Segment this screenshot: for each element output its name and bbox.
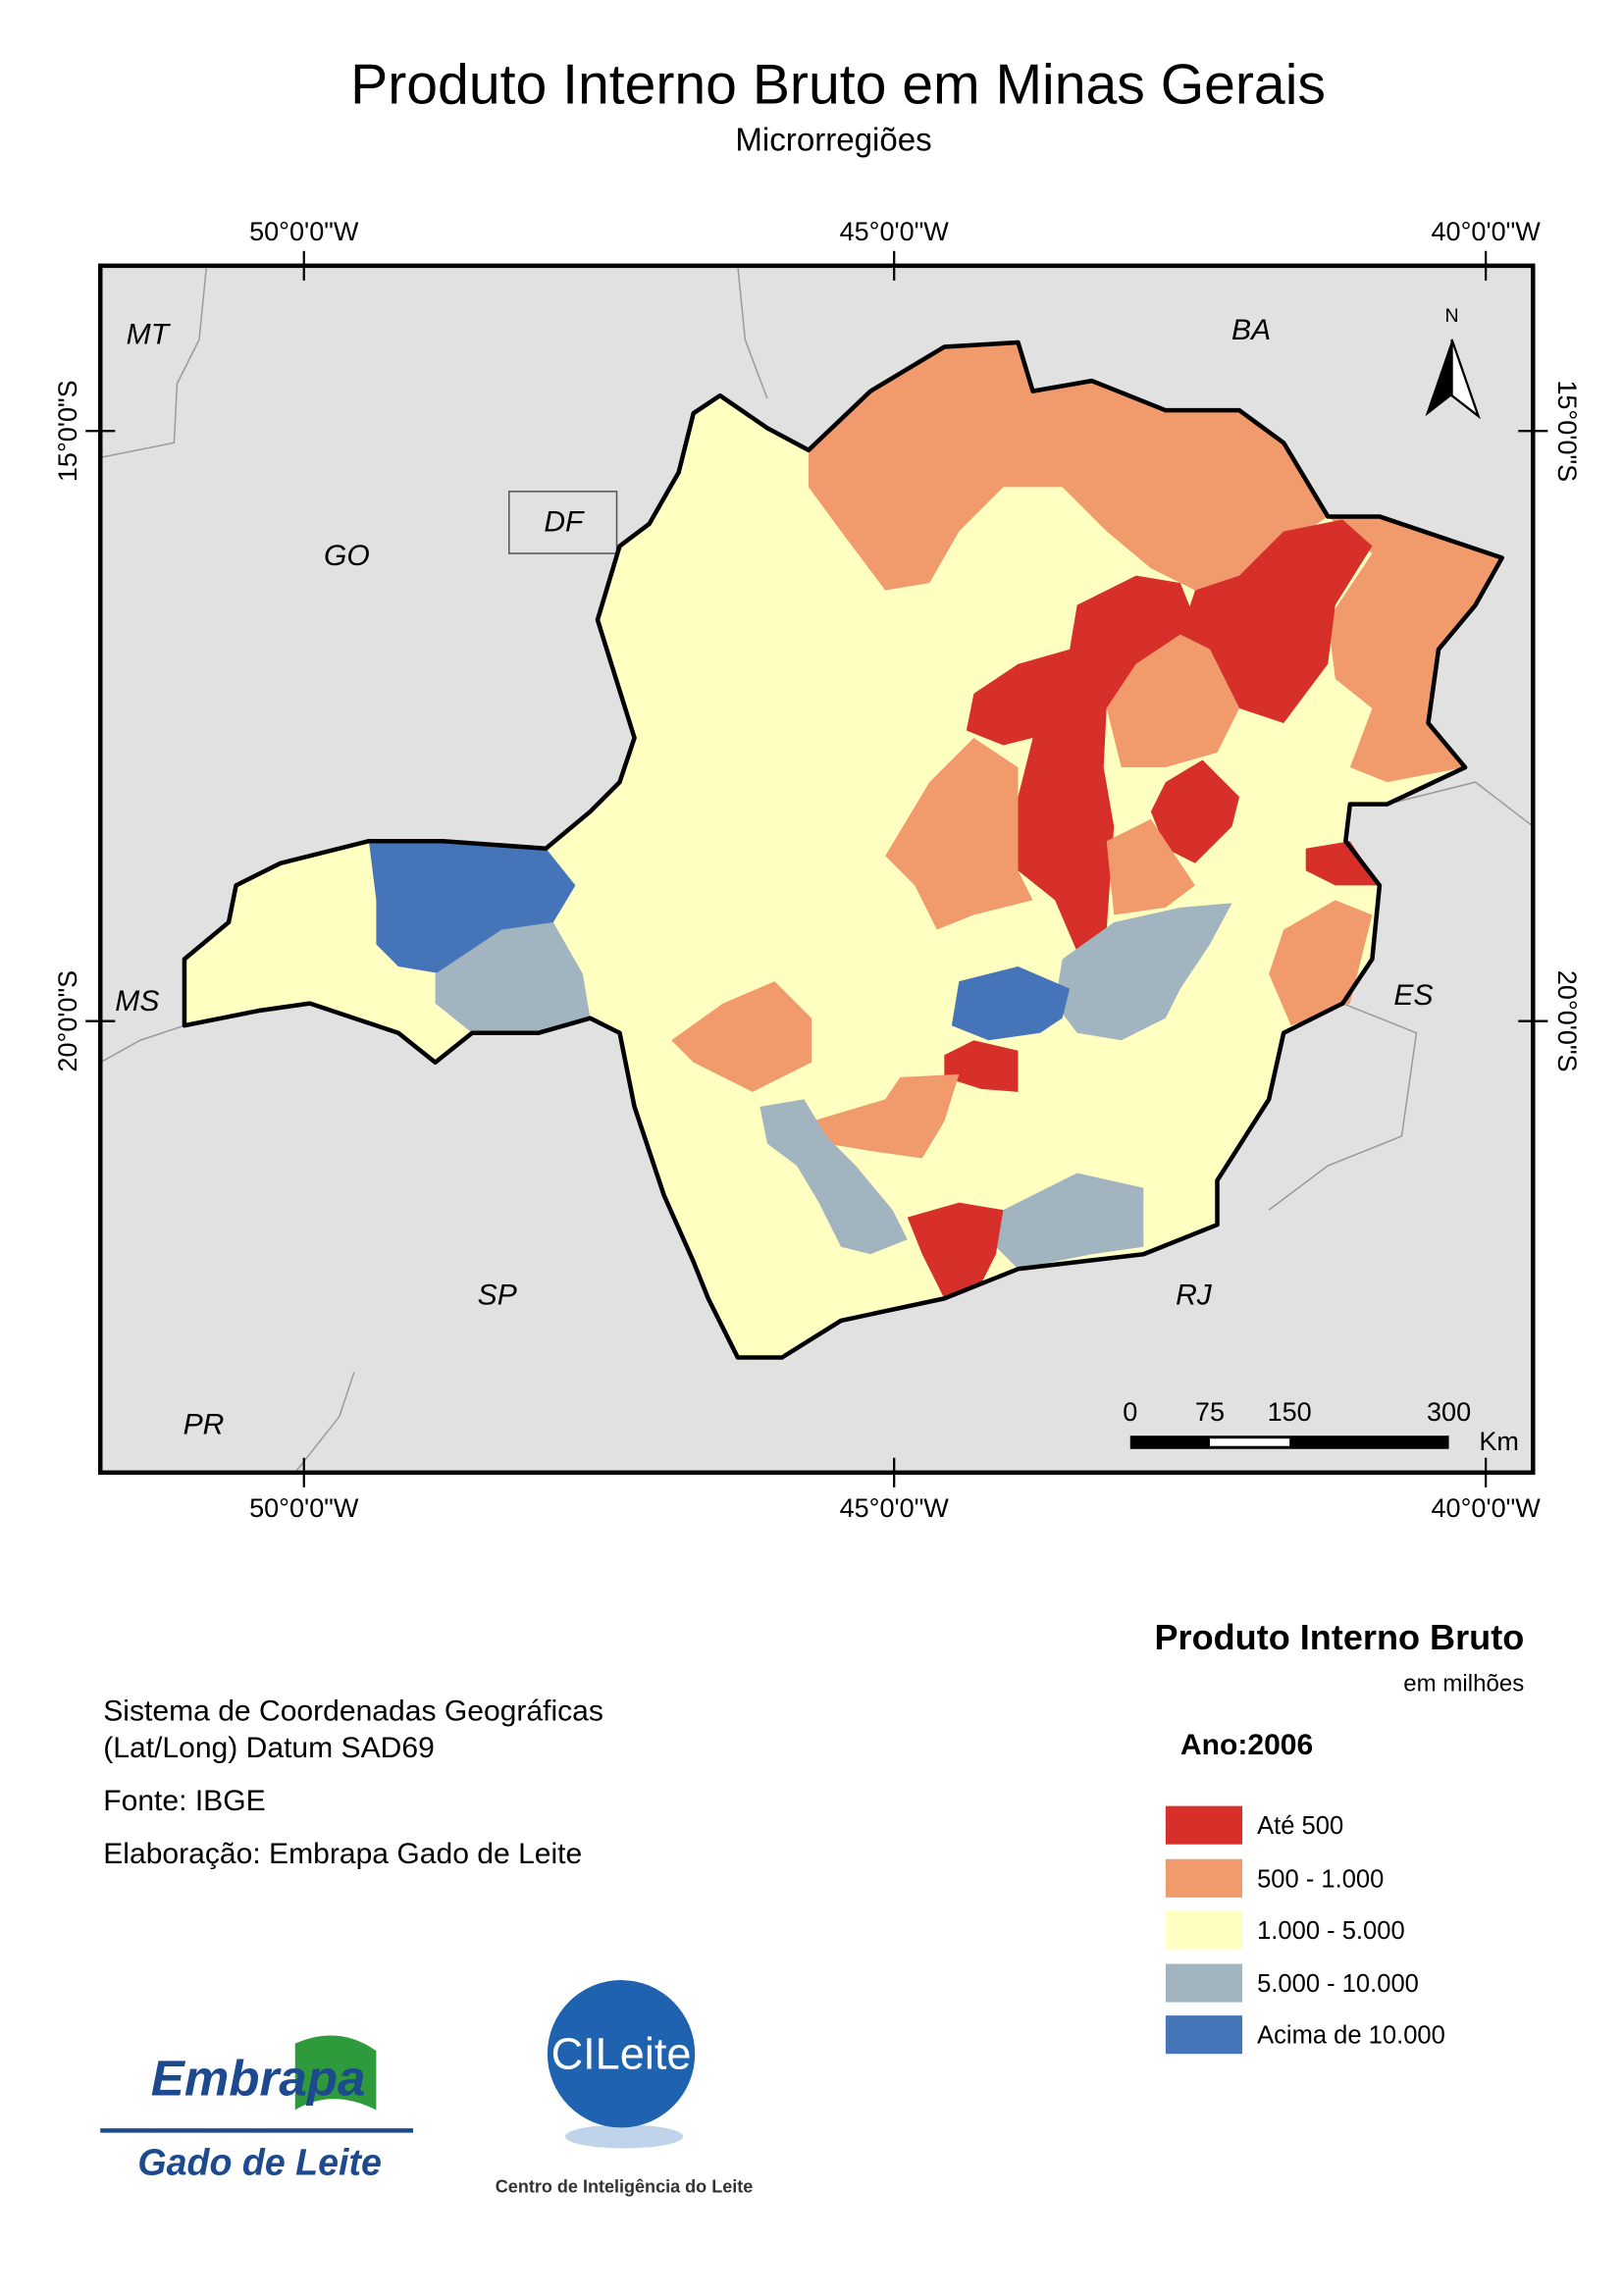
longitude-label: 45°0'0"W — [840, 217, 950, 246]
legend-label: Acima de 10.000 — [1257, 2022, 1445, 2050]
graticule-ticks — [85, 250, 1548, 1487]
cileite-logo: CILeite — [551, 2028, 692, 2078]
north-arrow — [1425, 339, 1452, 417]
microregion — [907, 1202, 1004, 1299]
state-borders — [99, 265, 1534, 1474]
microregion — [951, 966, 1071, 1041]
border — [99, 1024, 185, 1064]
longitude-label: 40°0'0"W — [1432, 217, 1542, 246]
microregion — [1305, 841, 1380, 886]
state-label: MT — [127, 319, 172, 351]
subtitle: Microrregiões — [735, 123, 931, 159]
longitude-label: 50°0'0"W — [249, 1493, 359, 1523]
border — [100, 265, 208, 459]
legend-label: 1.000 - 5.000 — [1257, 1917, 1405, 1945]
latitude-label: 20°0'0"S — [1552, 970, 1582, 1072]
legend-year: Ano:2006 — [1180, 1729, 1313, 1761]
map-frame — [97, 263, 1536, 1476]
latitude-label: 15°0'0"S — [1552, 380, 1582, 482]
microregion — [966, 575, 1195, 953]
note: (Lat/Long) Datum SAD69 — [103, 1732, 435, 1764]
legend-label: Até 500 — [1257, 1812, 1343, 1840]
microregion — [1106, 634, 1240, 768]
legend-swatch — [1165, 1963, 1243, 2003]
microregion — [1150, 759, 1240, 863]
microregion — [1328, 516, 1502, 783]
legend-swatch — [1165, 1858, 1243, 1898]
scale-label: 75 — [1195, 1397, 1225, 1427]
legend-swatch — [1165, 1910, 1243, 1950]
note: Elaboração: Embrapa Gado de Leite — [103, 1838, 582, 1870]
legend-swatch — [1165, 2015, 1243, 2055]
embrapa-logo: Embrapa — [151, 2050, 366, 2106]
latitude-label: 15°0'0"S — [53, 380, 82, 482]
microregion — [995, 1173, 1144, 1270]
microregion — [808, 342, 1329, 591]
microregion — [435, 921, 591, 1033]
border — [294, 1372, 355, 1474]
state-label: SP — [478, 1278, 517, 1311]
border — [1387, 781, 1534, 827]
state-label: DF — [544, 505, 585, 538]
microregion — [885, 737, 1033, 930]
state-outline — [182, 339, 1504, 1360]
microregion — [759, 1099, 908, 1255]
scale-label: 0 — [1123, 1397, 1137, 1427]
state-label: ES — [1393, 979, 1433, 1012]
state-label: RJ — [1176, 1278, 1213, 1311]
legend-label: 500 - 1.000 — [1257, 1865, 1384, 1893]
state-label: PR — [183, 1409, 225, 1441]
latitude-label: 20°0'0"S — [53, 970, 82, 1072]
microregion — [1055, 903, 1232, 1041]
legend-label: 5.000 - 10.000 — [1257, 1970, 1419, 1998]
title: Produto Interno Bruto em Minas Gerais — [350, 53, 1326, 116]
embrapa-unit: Gado de Leite — [137, 2142, 381, 2183]
state-label: BA — [1231, 314, 1271, 346]
cileite-caption: Centro de Inteligência do Leite — [496, 2177, 754, 2197]
north-label: N — [1445, 305, 1459, 327]
microregion — [1179, 519, 1373, 723]
scale-label: 300 — [1427, 1397, 1471, 1427]
longitude-label: 50°0'0"W — [249, 217, 359, 246]
longitude-label: 45°0'0"W — [840, 1493, 950, 1523]
scale-bar — [1209, 1438, 1290, 1446]
border — [1268, 1002, 1418, 1211]
scale-label: 150 — [1268, 1397, 1312, 1427]
legend: Até 500 500 - 1.000 1.000 - 5.000 5.000 - 1… — [1165, 1805, 1445, 2055]
state-label: GO — [324, 540, 370, 572]
scale-unit: Km — [1479, 1427, 1519, 1456]
longitude-label: 40°0'0"W — [1432, 1493, 1542, 1523]
legend-unit: em milhões — [1403, 1670, 1524, 1696]
note: Sistema de Coordenadas Geográficas — [103, 1695, 603, 1727]
df-border — [508, 491, 618, 554]
regions — [182, 339, 1504, 1360]
embrapa-leaf — [294, 2035, 377, 2111]
north-arrow — [1450, 339, 1481, 420]
microregion — [944, 1040, 1019, 1092]
microregion — [1106, 818, 1195, 915]
legend-swatch — [1165, 1805, 1243, 1845]
border — [737, 265, 768, 399]
microregion — [671, 981, 812, 1092]
cileite-shadow — [564, 2124, 684, 2149]
state-label: MS — [115, 985, 159, 1018]
cileite-circle — [547, 1980, 696, 2128]
microregion — [368, 841, 576, 974]
microregion — [812, 1073, 960, 1159]
legend-title: Produto Interno Bruto — [1154, 1617, 1524, 1657]
note: Fonte: IBGE — [103, 1785, 265, 1817]
